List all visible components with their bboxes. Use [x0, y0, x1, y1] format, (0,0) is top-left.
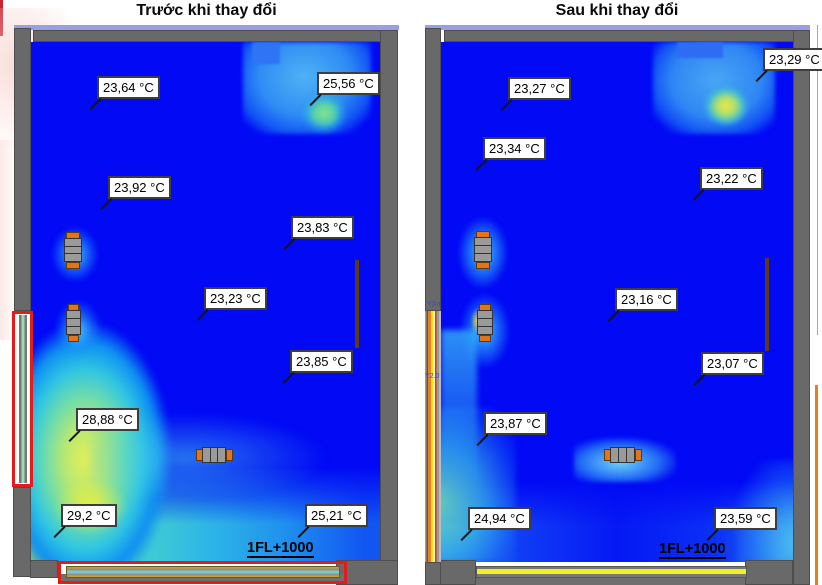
radiator — [477, 304, 493, 342]
ceiling-plume-stem — [252, 42, 280, 64]
left-panel-title: Trước khi thay đổi — [136, 2, 277, 19]
right-panel-top-edge — [425, 25, 810, 30]
floor-block — [30, 560, 58, 578]
floor-block — [745, 560, 793, 585]
right-panel-ceiling — [444, 30, 795, 42]
floor-block — [440, 560, 476, 585]
floor-reference-label: 1FL+1000 — [659, 541, 726, 559]
axis-marker-icon: Y2.0 — [425, 373, 440, 380]
ceiling-plume-stem — [677, 42, 723, 58]
temp-probe-label: 23,23 °C — [204, 287, 267, 310]
temp-probe-label: 23,85 °C — [290, 350, 353, 373]
wall-heater-bar — [765, 258, 769, 351]
temp-probe-label: 23,16 °C — [615, 288, 678, 311]
floor-slab — [476, 574, 745, 585]
radiator-cap — [66, 262, 80, 270]
radiator-cap — [68, 335, 79, 342]
temp-probe-label: 23,07 °C — [701, 352, 764, 375]
temp-probe-label: 29,2 °C — [61, 504, 117, 527]
temp-probe-label: 24,94 °C — [468, 507, 531, 530]
temp-probe-label: 23,87 °C — [484, 412, 547, 435]
column-base — [425, 562, 441, 585]
temp-probe-label: 23,27 °C — [508, 77, 571, 100]
wall-vent-strip — [19, 315, 27, 483]
floor-duct-bar — [66, 566, 340, 578]
ceiling-plume-hotspot — [697, 80, 755, 132]
radiator — [604, 447, 642, 463]
radiator — [474, 231, 492, 269]
left-panel-west-wall-lower — [13, 487, 31, 577]
right-panel-title: Sau khi thay đổi — [555, 2, 679, 19]
radiator-cap — [476, 262, 490, 269]
edge-heater-line — [815, 385, 818, 585]
floor-heater-bar — [476, 566, 747, 578]
change-highlight-wall — [12, 311, 33, 487]
radiator-cap — [635, 449, 642, 461]
temp-probe-label: 23,34 °C — [483, 137, 546, 160]
radiator — [66, 304, 81, 342]
right-panel-east-wall — [793, 30, 810, 585]
temp-probe-label: 25,56 °C — [317, 72, 380, 95]
axis-marker-icon: YXo — [427, 301, 441, 308]
radiator-cap — [226, 449, 234, 461]
radiator — [64, 232, 82, 270]
new-wall-heater-column — [425, 311, 441, 562]
temp-probe-label: 23,83 °C — [291, 216, 354, 239]
radiator-cap — [479, 335, 491, 342]
background-decoration — [0, 140, 18, 340]
temp-probe-label: 23,29 °C — [763, 48, 822, 71]
floor-reference-label: 1FL+1000 — [247, 540, 314, 558]
temp-probe-label: 23,92 °C — [108, 176, 171, 199]
temp-probe-label: 25,21 °C — [305, 504, 368, 527]
ceiling-plume-hotspot — [294, 86, 354, 140]
change-highlight-floor — [58, 561, 347, 584]
left-panel-west-wall — [14, 28, 31, 311]
wall-heater-bar — [355, 260, 359, 348]
temp-probe-label: 23,22 °C — [700, 167, 763, 190]
page-right-margin — [810, 25, 822, 585]
temp-probe-label: 23,64 °C — [97, 76, 160, 99]
left-panel-east-wall — [380, 30, 398, 585]
edge-line — [817, 25, 818, 335]
radiator — [196, 447, 234, 463]
left-panel-top-edge — [14, 25, 399, 30]
temp-probe-label: 23,59 °C — [714, 507, 777, 530]
temp-probe-label: 28,88 °C — [76, 408, 139, 431]
floor-slab — [58, 574, 347, 583]
right-panel-west-wall — [425, 28, 441, 311]
left-panel-ceiling — [33, 30, 398, 42]
